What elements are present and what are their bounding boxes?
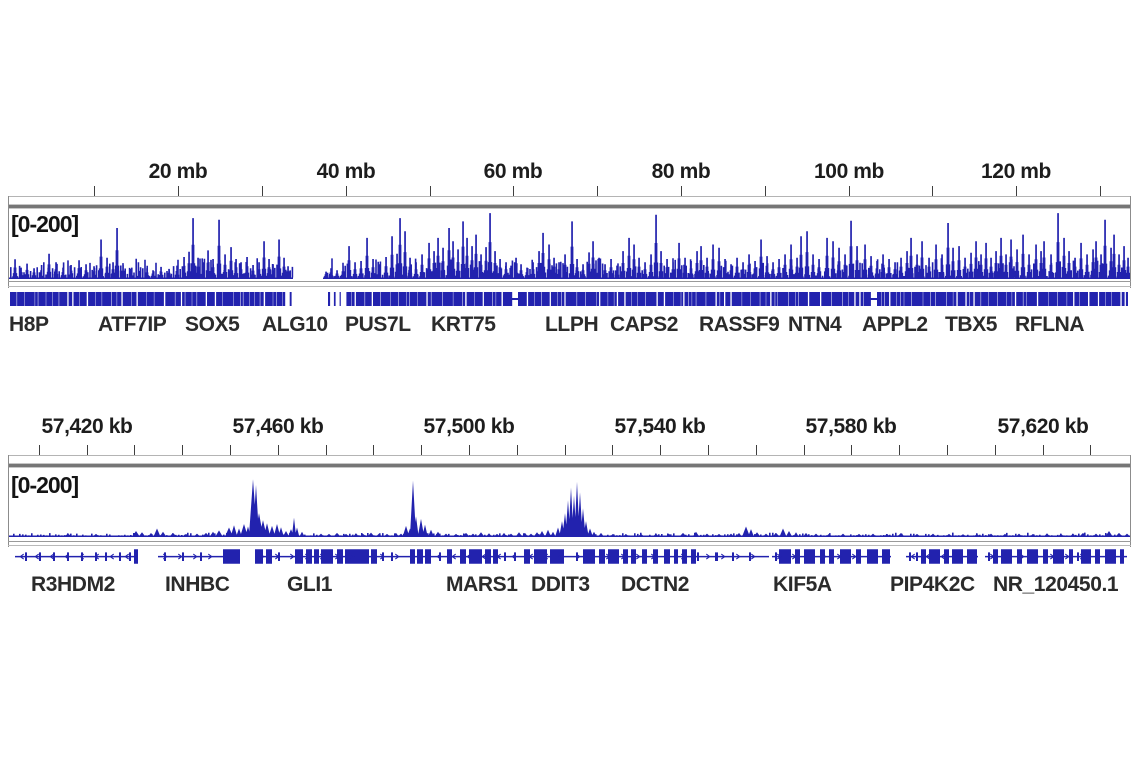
track-divider-top-b: [8, 286, 1131, 287]
gene-label: SOX5: [185, 313, 240, 336]
gene-label: KRT75: [431, 313, 496, 336]
ruler-label: 57,580 kb: [805, 415, 897, 438]
ruler-label: 120 mb: [981, 160, 1051, 183]
ruler-tick: [1043, 445, 1044, 455]
gene-label: NTN4: [788, 313, 842, 336]
gene-label: DCTN2: [621, 573, 690, 596]
ruler-tick: [230, 445, 231, 455]
ruler-tick: [708, 445, 709, 455]
ruler-baseline-top: [8, 196, 1131, 197]
track-divider-bottom-b: [8, 545, 1131, 546]
gene-label: ALG10: [262, 313, 328, 336]
ruler-tick: [1090, 445, 1091, 455]
ruler-tick: [373, 445, 374, 455]
ruler-label: 60 mb: [483, 160, 543, 183]
coverage-track-overview[interactable]: [9, 209, 1130, 279]
ruler-tick: [681, 186, 682, 196]
gene-density-bars: [10, 292, 1128, 306]
gene-label: GLI1: [287, 573, 333, 596]
ruler-tick: [899, 445, 900, 455]
ruler-tick: [612, 445, 613, 455]
track-divider-bottom-a: [8, 541, 1131, 542]
ruler-tick: [565, 445, 566, 455]
gene-label: PIP4K2C: [890, 573, 975, 596]
coverage-bars: [9, 479, 1130, 537]
ruler-tick: [346, 186, 347, 196]
gene-label: MARS1: [446, 573, 518, 596]
ruler-tick: [849, 186, 850, 196]
ruler-tick: [39, 445, 40, 455]
panel-border-right-top: [1130, 196, 1131, 288]
coverage-track-locus[interactable]: [9, 469, 1130, 537]
track-range-label-top: [0-200]: [11, 211, 79, 237]
ruler-tick: [421, 445, 422, 455]
ruler-tick: [765, 186, 766, 196]
ruler-tick: [87, 445, 88, 455]
gene-label: R3HDM2: [31, 573, 115, 596]
ruler-tick: [1016, 186, 1017, 196]
ruler-label: 20 mb: [148, 160, 208, 183]
ruler-tick: [756, 445, 757, 455]
ruler-tick: [947, 445, 948, 455]
ruler-tick: [94, 186, 95, 196]
track-separator-top: [8, 204, 1131, 209]
ruler-tick: [995, 445, 996, 455]
panel-border-left-top: [8, 196, 9, 288]
ruler-tick: [262, 186, 263, 196]
ruler-tick: [278, 445, 279, 455]
ruler-tick: [178, 186, 179, 196]
ruler-tick: [430, 186, 431, 196]
gene-label: DDIT3: [531, 573, 590, 596]
gene-label: KIF5A: [773, 573, 832, 596]
gene-label: TBX5: [945, 313, 998, 336]
gene-label: INHBC: [165, 573, 230, 596]
gene-label: H8P: [9, 313, 49, 336]
ruler-tick: [182, 445, 183, 455]
ruler-tick: [1100, 186, 1101, 196]
track-separator-bottom: [8, 463, 1131, 468]
gene-label: RFLNA: [1015, 313, 1085, 336]
ruler-tick: [597, 186, 598, 196]
ruler-label: 40 mb: [316, 160, 376, 183]
strand-direction-arrows: [19, 553, 1115, 560]
ruler-label: 57,540 kb: [614, 415, 706, 438]
track-range-label-bottom: [0-200]: [11, 472, 79, 498]
ruler-label: 80 mb: [651, 160, 711, 183]
gene-label: RASSF9: [699, 313, 780, 336]
gene-model-track[interactable]: [9, 548, 1130, 566]
panel-border-right-bottom: [1130, 455, 1131, 547]
ruler-tick: [851, 445, 852, 455]
gene-exons-and-introns: [15, 549, 1127, 564]
ruler-label: 57,420 kb: [41, 415, 133, 438]
ruler-tick: [660, 445, 661, 455]
coverage-bars: [9, 213, 1130, 279]
ruler-tick: [804, 445, 805, 455]
ruler-label: 57,620 kb: [997, 415, 1089, 438]
ruler-label: 57,460 kb: [232, 415, 324, 438]
gene-label: NR_120450.1: [993, 573, 1119, 596]
ruler-label: 100 mb: [814, 160, 884, 183]
gene-label: ATF7IP: [98, 313, 167, 336]
ruler-tick: [932, 186, 933, 196]
panel-border-left-bottom: [8, 455, 9, 547]
gene-label: PUS7L: [345, 313, 411, 336]
ruler-tick: [513, 186, 514, 196]
gene-density-track[interactable]: [9, 292, 1130, 306]
ruler-tick: [517, 445, 518, 455]
track-divider-top-a: [8, 281, 1131, 282]
gene-label: APPL2: [862, 313, 928, 336]
ruler-label: 57,500 kb: [423, 415, 515, 438]
gene-label: LLPH: [545, 313, 599, 336]
ruler-baseline-bottom: [8, 455, 1131, 456]
gene-label: CAPS2: [610, 313, 679, 336]
ruler-tick: [134, 445, 135, 455]
ruler-tick: [469, 445, 470, 455]
ruler-tick: [326, 445, 327, 455]
